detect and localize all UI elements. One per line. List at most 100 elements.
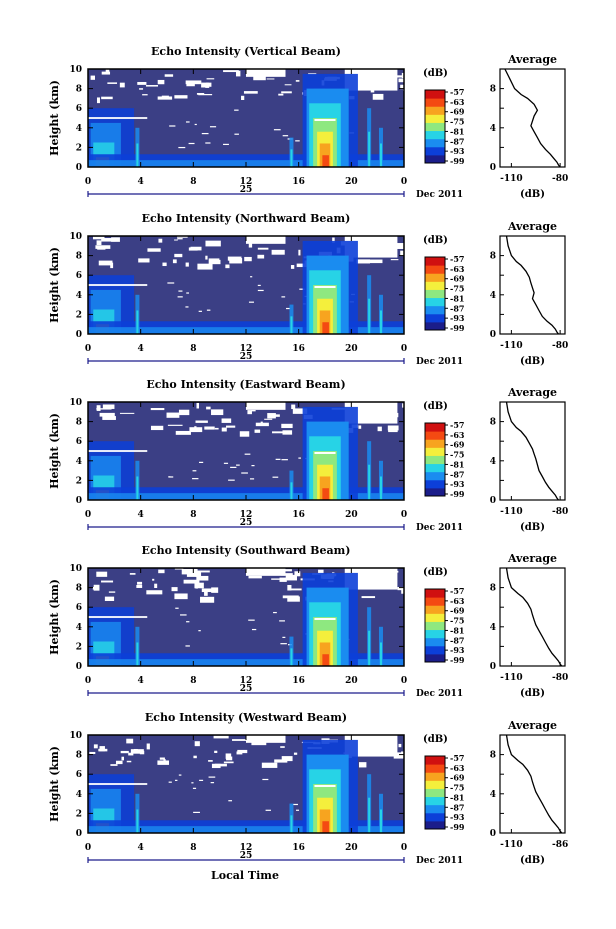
colorbar-swatch — [425, 257, 445, 266]
bright-layer — [88, 117, 148, 120]
no-data-patch — [196, 575, 209, 581]
y-tick-label: 10 — [69, 65, 82, 75]
no-data-patch — [208, 760, 213, 762]
y-tick-label: 8 — [76, 584, 82, 594]
colorbar-units: (dB) — [423, 734, 448, 745]
average-y-tick-label: 0 — [490, 330, 496, 340]
x-tick-label: 12 — [240, 177, 253, 187]
heatmap-field — [88, 236, 404, 334]
no-data-patch — [108, 591, 116, 593]
no-data-patch — [247, 410, 252, 415]
no-data-patch — [174, 253, 183, 258]
no-data-patch — [205, 86, 210, 88]
x-tick-label: 12 — [240, 510, 253, 520]
no-data-patch — [136, 584, 143, 588]
colorbar-tick-label: -69 — [450, 606, 465, 616]
bright-layer — [88, 284, 148, 287]
colorbar-swatch — [425, 471, 445, 481]
colorbar-tick-label: -75 — [450, 783, 464, 793]
colorbar-swatch — [425, 597, 445, 606]
chart-title: Echo Intensity (Eastward Beam) — [146, 378, 345, 391]
colorbar-tick-label: -81 — [450, 293, 464, 303]
no-data-patch — [205, 82, 212, 87]
chart-title: Echo Intensity (Northward Beam) — [142, 212, 351, 225]
no-data-patch — [403, 85, 404, 91]
colorbar-swatch — [425, 463, 445, 473]
y-tick-label: 2 — [76, 476, 82, 486]
average-profile-line — [505, 401, 560, 501]
no-data-patch — [194, 426, 197, 431]
no-data-patch — [286, 307, 291, 310]
no-data-patch — [145, 85, 159, 87]
echo-streak — [368, 797, 371, 833]
no-data-patch — [162, 262, 167, 267]
colorbar-swatch — [425, 487, 445, 497]
no-data-patch — [154, 583, 158, 589]
colorbar-swatch — [425, 90, 445, 99]
no-data-patch — [158, 238, 163, 243]
no-data-patch — [372, 93, 384, 100]
no-data-patch — [199, 779, 204, 781]
colorbar-tick-label: -81 — [450, 459, 464, 469]
no-data-patch — [213, 735, 229, 739]
colorbar-tick-label: -87 — [450, 635, 464, 645]
x-tick-label: 12 — [240, 344, 253, 354]
no-data-patch — [166, 412, 180, 418]
no-data-patch — [318, 569, 324, 574]
y-tick-label: 4 — [76, 623, 82, 633]
echo-streak — [290, 149, 293, 167]
x-tick-label: 0 — [401, 344, 407, 354]
no-data-patch — [253, 76, 266, 81]
chart-panel-0: Echo Intensity (Vertical Beam)0 4 8 12 16 20 0… — [48, 45, 568, 200]
no-data-patch — [228, 479, 235, 481]
average-title: Average — [507, 53, 557, 66]
no-data-patch — [146, 743, 150, 750]
y-tick-label: 8 — [76, 418, 82, 428]
chart-panel-1: Echo Intensity (Northward Beam)0 4 8 12 16 20… — [48, 212, 568, 367]
colorbar-tick-label: -69 — [450, 274, 465, 284]
average-x-tick-label: -110 — [500, 174, 523, 184]
y-tick-label: 10 — [69, 232, 82, 242]
no-data-patch — [174, 779, 178, 781]
no-data-patch — [183, 579, 200, 584]
y-tick-label: 2 — [76, 809, 82, 819]
no-data-patch — [196, 570, 210, 573]
no-data-patch — [211, 763, 221, 769]
no-data-patch — [119, 412, 135, 414]
no-data-patch — [281, 573, 293, 576]
no-data-patch — [295, 80, 300, 82]
storm-region — [322, 488, 329, 500]
colorbar-units: (dB) — [423, 401, 448, 412]
average-x-title: (dB) — [520, 189, 545, 200]
no-data-patch — [110, 764, 118, 766]
no-data-patch — [267, 413, 276, 419]
no-data-patch — [257, 247, 269, 250]
colorbar-units: (dB) — [423, 235, 448, 246]
no-data-patch — [89, 751, 96, 754]
no-data-patch — [150, 407, 165, 411]
no-data-patch — [206, 78, 215, 80]
no-data-patch — [223, 143, 229, 146]
no-data-patch — [101, 71, 111, 75]
month-label: Dec 2011 — [416, 523, 463, 533]
no-data-patch — [168, 476, 174, 478]
no-data-patch — [102, 404, 115, 409]
average-y-tick-label: 4 — [490, 291, 496, 301]
no-data-patch — [250, 276, 253, 278]
colorbar-swatch — [425, 305, 445, 315]
average-title: Average — [507, 386, 557, 399]
x-tick-label: 4 — [138, 177, 144, 187]
average-y-tick-label: 0 — [490, 662, 496, 672]
no-data-patch — [210, 782, 215, 784]
no-data-patch — [128, 752, 134, 756]
no-data-patch — [281, 423, 293, 429]
bright-layer — [88, 783, 148, 786]
no-data-patch — [138, 258, 150, 263]
colorbar-swatch — [425, 106, 445, 115]
colorbar-swatch — [425, 589, 445, 598]
y-tick-label: 0 — [76, 829, 82, 839]
no-data-patch — [223, 462, 229, 464]
no-data-patch — [251, 465, 255, 467]
no-data-patch — [115, 760, 123, 765]
x-tick-label: 0 — [85, 510, 91, 520]
